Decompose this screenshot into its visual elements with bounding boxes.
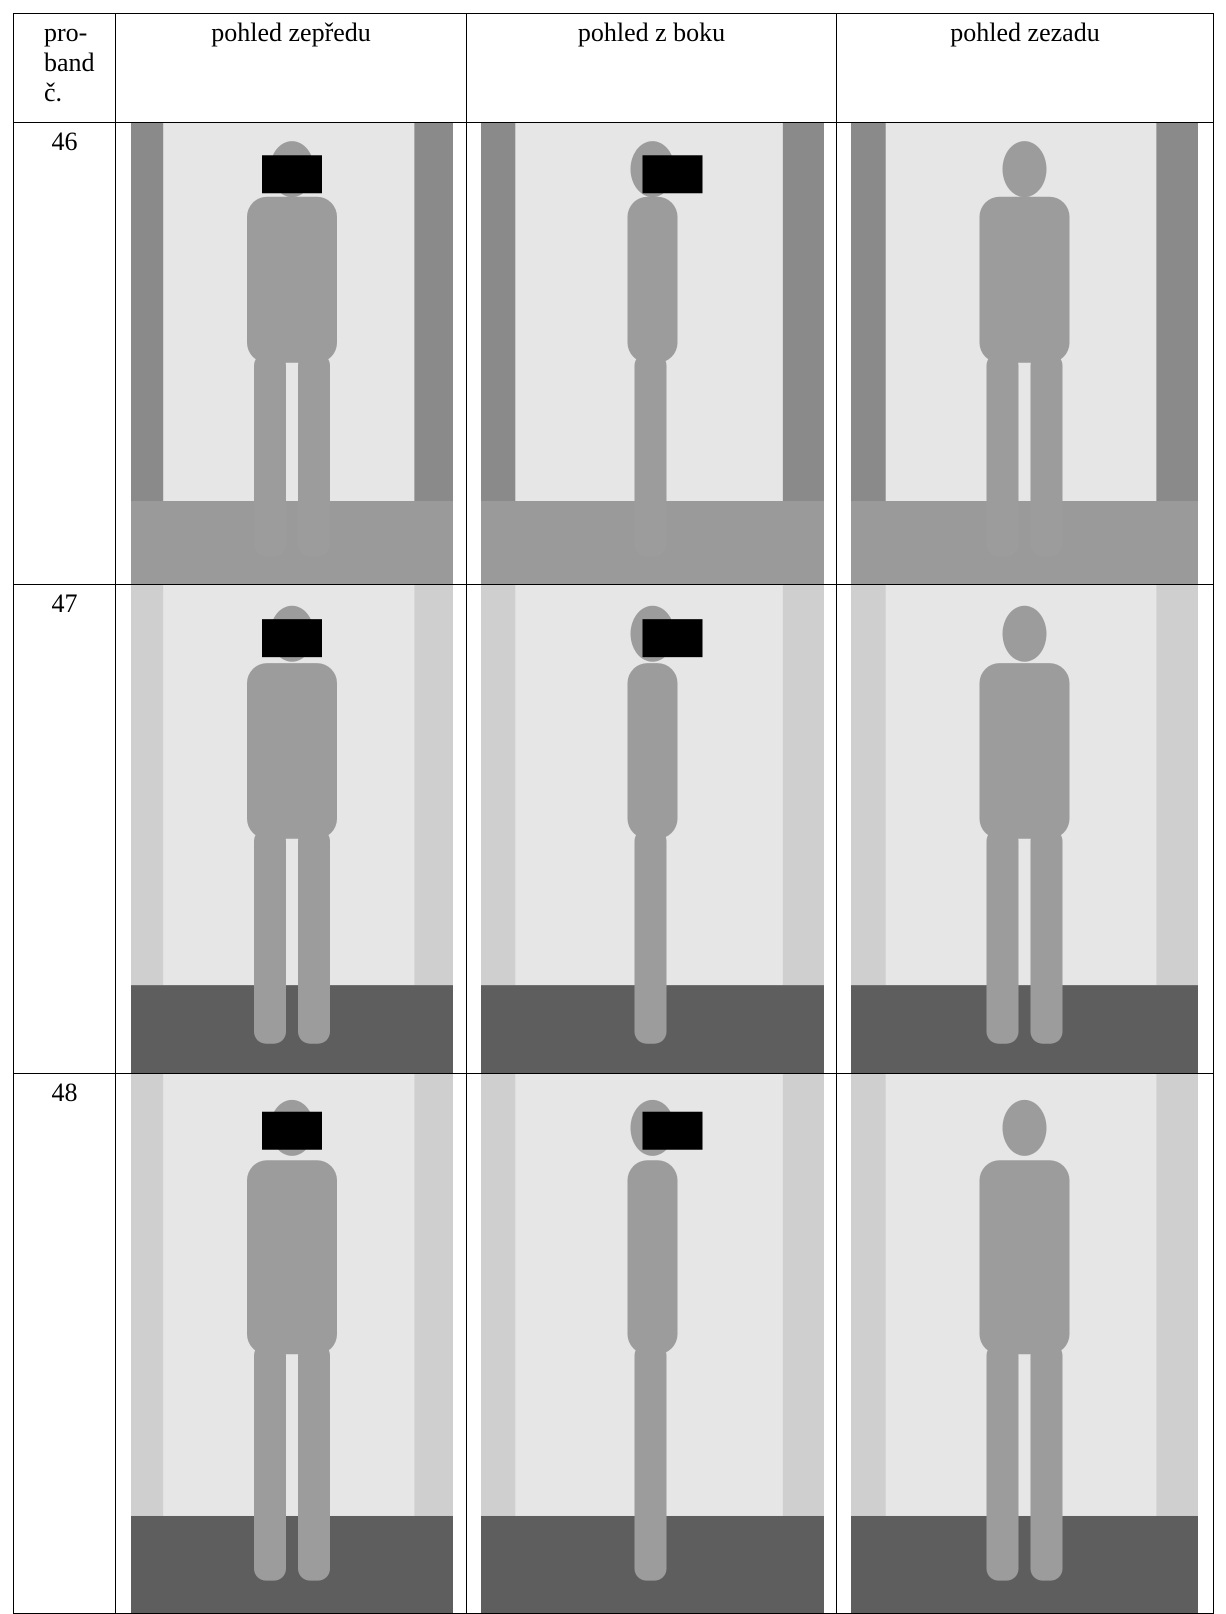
censor-bar xyxy=(642,1111,703,1150)
proband-number: 46 xyxy=(13,122,116,585)
leg xyxy=(986,829,1019,1044)
photo-cell xyxy=(466,1073,837,1614)
leg xyxy=(634,353,667,557)
photo xyxy=(131,1074,453,1613)
photo xyxy=(481,123,824,584)
photo-table: pro- band č. pohled zepředu pohled z bok… xyxy=(13,13,1214,1614)
torso xyxy=(247,1160,337,1355)
leg xyxy=(254,1343,286,1581)
photo-cell xyxy=(115,1073,467,1614)
floor xyxy=(131,501,453,584)
table-body: 46 47 48 xyxy=(13,122,1214,1614)
floor xyxy=(851,985,1198,1073)
floor xyxy=(851,501,1198,584)
floor xyxy=(851,1515,1198,1613)
leg xyxy=(634,1343,667,1581)
photo xyxy=(481,1074,824,1613)
header-row: pro- band č. pohled zepředu pohled z bok… xyxy=(13,13,1214,123)
photo-cell xyxy=(836,1073,1214,1614)
censor-bar xyxy=(262,619,322,658)
photo xyxy=(851,123,1198,584)
table-row: 47 xyxy=(13,584,1214,1074)
proband-number: 48 xyxy=(13,1073,116,1614)
leg xyxy=(986,1343,1019,1581)
proband-number: 47 xyxy=(13,584,116,1074)
photo xyxy=(481,585,824,1073)
photo-cell xyxy=(115,122,467,585)
photo-cell xyxy=(466,122,837,585)
censor-bar xyxy=(642,619,703,658)
leg xyxy=(298,829,330,1044)
photo xyxy=(851,1074,1198,1613)
photo xyxy=(131,123,453,584)
header-cell: pro- band č. xyxy=(13,13,116,123)
torso xyxy=(627,196,678,363)
table-row: 48 xyxy=(13,1073,1214,1614)
head xyxy=(1002,1099,1047,1156)
torso xyxy=(627,663,678,839)
leg xyxy=(986,353,1019,557)
table-row: 46 xyxy=(13,122,1214,585)
leg xyxy=(298,1343,330,1581)
leg xyxy=(298,353,330,557)
torso xyxy=(979,1160,1070,1355)
leg xyxy=(254,353,286,557)
head xyxy=(1002,141,1047,198)
photo-cell xyxy=(466,584,837,1074)
floor xyxy=(131,1515,453,1613)
censor-bar xyxy=(262,155,322,194)
header-cell: pohled zezadu xyxy=(836,13,1214,123)
leg xyxy=(1030,829,1063,1044)
photo xyxy=(131,585,453,1073)
header-cell: pohled z boku xyxy=(466,13,837,123)
torso xyxy=(247,663,337,839)
leg xyxy=(254,829,286,1044)
censor-bar xyxy=(262,1111,322,1150)
floor xyxy=(131,985,453,1073)
leg xyxy=(1030,1343,1063,1581)
censor-bar xyxy=(642,155,703,194)
leg xyxy=(1030,353,1063,557)
photo xyxy=(851,585,1198,1073)
torso xyxy=(247,196,337,363)
photo-cell xyxy=(115,584,467,1074)
head xyxy=(1002,605,1047,662)
photo-cell xyxy=(836,584,1214,1074)
leg xyxy=(634,829,667,1044)
header-cell: pohled zepředu xyxy=(115,13,467,123)
torso xyxy=(979,663,1070,839)
torso xyxy=(979,196,1070,363)
torso xyxy=(627,1160,678,1355)
photo-cell xyxy=(836,122,1214,585)
